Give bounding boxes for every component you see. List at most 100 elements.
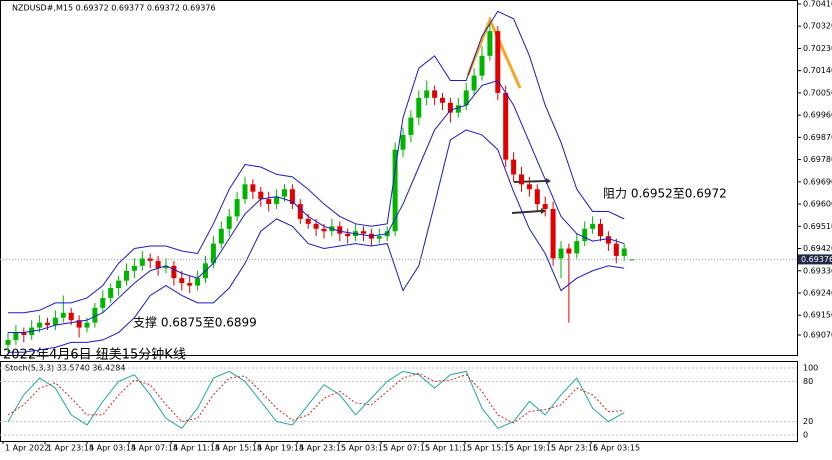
candle-body xyxy=(400,134,406,150)
candle-body xyxy=(116,280,122,289)
candle-body xyxy=(68,312,74,321)
candle-body xyxy=(131,265,137,271)
candle-body xyxy=(139,258,145,266)
x-tick-label: 1 Apr 23:15 xyxy=(47,444,94,453)
candle-body xyxy=(297,204,303,219)
x-tick-label: 4 Apr 15:15 xyxy=(215,444,262,453)
candle-body xyxy=(598,223,603,237)
candle-body xyxy=(392,149,398,232)
candle-body xyxy=(258,191,264,200)
candle-body xyxy=(76,320,82,328)
candle-body xyxy=(511,159,517,175)
arrow-line xyxy=(511,210,542,214)
candle-body xyxy=(542,204,548,209)
candle-body xyxy=(605,236,611,244)
candle-body xyxy=(163,265,169,269)
candle-body xyxy=(447,102,453,113)
candle-body xyxy=(566,248,572,254)
stoch-main xyxy=(7,370,625,429)
candle-body xyxy=(218,228,224,244)
candle-body xyxy=(100,297,106,308)
candle-body xyxy=(534,189,540,205)
candle-body xyxy=(37,322,43,328)
stoch-signal xyxy=(7,372,625,424)
arrow-head xyxy=(546,178,551,184)
candle-body xyxy=(526,184,532,190)
last-price-box xyxy=(798,254,832,265)
candle-body xyxy=(345,233,351,237)
x-tick-label: 5 Apr 23:15 xyxy=(551,444,598,453)
candle-body xyxy=(179,278,185,284)
stoch-tick-label: 0 xyxy=(803,431,808,440)
stoch-tick-label: 20 xyxy=(803,417,813,426)
candle-body xyxy=(463,90,469,106)
candle-body xyxy=(282,189,287,197)
candle-body xyxy=(471,75,477,91)
arrow-line xyxy=(513,180,547,183)
candle-body xyxy=(305,218,311,224)
stoch-tick-label: 80 xyxy=(803,377,813,386)
candle-body xyxy=(487,31,493,56)
candle-body xyxy=(337,226,343,234)
last-price-label: 0.69376 xyxy=(801,255,832,264)
candle-body xyxy=(574,241,580,254)
x-tick-label: 4 Apr 19:15 xyxy=(257,444,304,453)
candle-body xyxy=(250,184,256,192)
support-annotation: 支撑 0.6875至0.6899 xyxy=(133,315,257,330)
candle-body xyxy=(519,174,524,185)
x-tick-label: 5 Apr 03:15 xyxy=(341,444,388,453)
candle-body xyxy=(361,231,366,234)
candle-body xyxy=(558,248,564,259)
arrow-head xyxy=(541,208,546,214)
candle-body xyxy=(621,248,627,256)
x-tick-label: 5 Apr 19:15 xyxy=(509,444,556,453)
x-tick-label: 5 Apr 15:15 xyxy=(467,444,514,453)
main-panel xyxy=(0,0,798,356)
x-tick-label: 1 Apr 2022 xyxy=(5,444,49,453)
candle-body xyxy=(92,307,98,323)
x-tick-label: 5 Apr 07:15 xyxy=(383,444,430,453)
x-tick-label: 4 Apr 03:15 xyxy=(89,444,136,453)
x-tick-label: 5 Apr 11:15 xyxy=(425,444,472,453)
x-tick-label: 6 Apr 03:15 xyxy=(593,444,640,453)
candle-body xyxy=(21,332,27,335)
candle-body xyxy=(479,55,485,76)
x-tick-label: 4 Apr 07:15 xyxy=(131,444,178,453)
resistance-annotation: 阻力 0.6952至0.6972 xyxy=(603,187,727,201)
candle-body xyxy=(274,196,280,205)
candle-body xyxy=(187,283,193,286)
caption-annotation: 2022年4月6日 纽美15分钟K线 xyxy=(3,347,186,363)
candle-body xyxy=(455,105,461,113)
candle-body xyxy=(60,312,66,318)
stoch-tick-label: 100 xyxy=(803,364,818,373)
band-upper xyxy=(8,10,625,314)
candle-body xyxy=(416,97,422,118)
candle-body xyxy=(289,189,295,205)
candle-body xyxy=(424,90,430,98)
candle-body xyxy=(108,288,114,298)
candle-body xyxy=(226,216,232,229)
candle-body xyxy=(590,223,596,229)
candle-body xyxy=(629,259,635,261)
candle-body xyxy=(495,31,501,93)
candle-body xyxy=(52,317,58,326)
candle-body xyxy=(432,90,438,98)
double-top-drawing xyxy=(466,16,522,89)
candle-body xyxy=(155,260,161,269)
band-middle xyxy=(8,79,625,334)
candle-body xyxy=(210,243,216,264)
